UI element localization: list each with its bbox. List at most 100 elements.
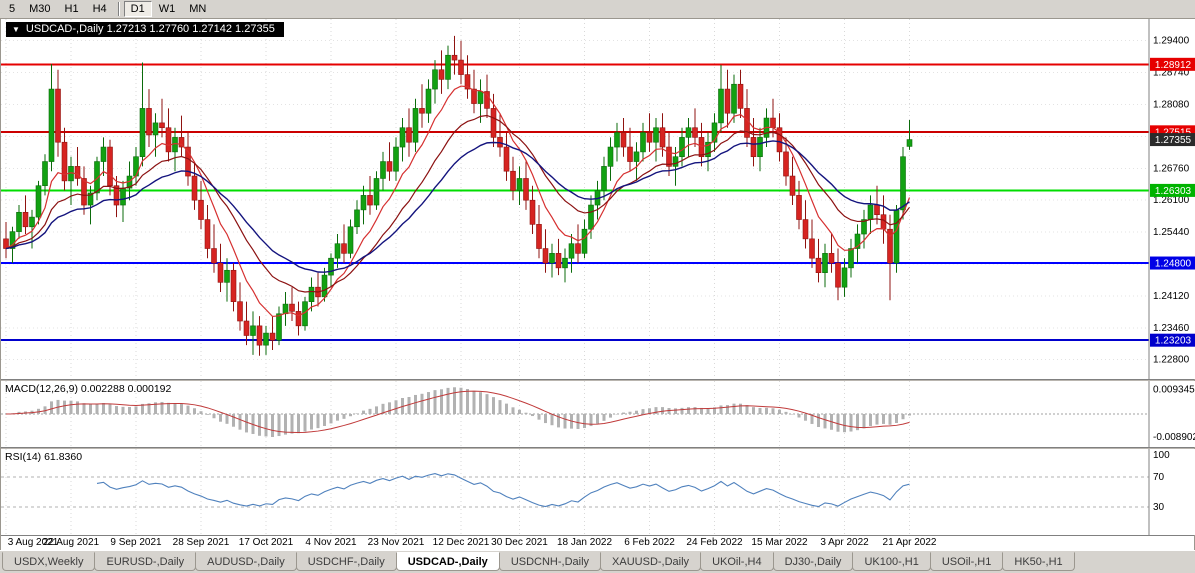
candle [16, 211, 22, 232]
macd-axis-max: 0.009345 [1153, 385, 1195, 396]
timeframe-button-h4[interactable]: H4 [92, 3, 107, 15]
chart-tab-usdchf-daily[interactable]: USDCHF-,Daily [295, 552, 397, 571]
candle [705, 141, 711, 158]
candle [601, 166, 607, 191]
candle [406, 127, 412, 143]
candle [750, 137, 757, 158]
candle [893, 209, 900, 264]
chart-tab-xauusd-daily[interactable]: XAUUSD-,Daily [600, 552, 702, 571]
candle [159, 122, 165, 129]
candle [269, 332, 276, 341]
candle [165, 127, 172, 153]
candle [900, 156, 906, 211]
chart-tab-dj30-daily[interactable]: DJ30-,Daily [772, 552, 854, 571]
chart-tab-usdcad-daily[interactable]: USDCAD-,Daily [395, 552, 500, 571]
price-chart[interactable]: 1.294001.287401.280801.274201.267601.261… [1, 19, 1195, 379]
candle [419, 108, 425, 114]
timeframe-button-5[interactable]: 5 [9, 3, 16, 15]
candle [289, 303, 295, 312]
timeframe-button-h1[interactable]: H1 [64, 3, 79, 15]
candle [224, 269, 230, 283]
candle [815, 257, 822, 273]
candle [380, 161, 386, 179]
collapse-arrow-icon[interactable]: ▼ [12, 25, 20, 34]
candle [861, 219, 867, 235]
chart-tab-uk100-h1[interactable]: UK100-,H1 [852, 552, 931, 571]
price-badge [1150, 256, 1195, 270]
candle [568, 243, 575, 259]
chart-tab-usoil-h1[interactable]: USOil-,H1 [929, 552, 1004, 571]
price-badge [1150, 183, 1195, 197]
candle [724, 88, 731, 114]
candle [776, 127, 783, 153]
timeframe-button-m30[interactable]: M30 [29, 3, 51, 15]
candle [211, 248, 217, 264]
candle [42, 161, 48, 187]
price-badge-value: 1.27515 [1155, 127, 1192, 138]
date-label: 4 Nov 2021 [305, 537, 357, 548]
candle [29, 216, 35, 228]
date-label: 28 Sep 2021 [172, 537, 230, 548]
date-label: 21 Apr 2022 [882, 537, 937, 548]
candle [445, 54, 451, 80]
candle [217, 262, 224, 283]
candle [9, 231, 16, 249]
candle [120, 187, 126, 206]
main-chart-panel[interactable]: 1.294001.287401.280801.274201.267601.261… [1, 19, 1195, 379]
candle [100, 146, 107, 162]
candle [822, 253, 828, 273]
date-label: 12 Dec 2021 [432, 537, 490, 548]
chart-tab-eurusd-daily[interactable]: EURUSD-,Daily [94, 552, 197, 571]
candle [523, 178, 529, 201]
chart-tab-ukoil-h4[interactable]: UKOil-,H4 [700, 552, 774, 571]
candle [718, 88, 724, 124]
candle [308, 286, 315, 302]
timeframe-button-w1[interactable]: W1 [158, 3, 176, 15]
candle [282, 303, 289, 315]
rsi-panel[interactable]: 100 70 30 RSI(14) 61.8360 [1, 449, 1195, 535]
price-axis-label: 1.28080 [1153, 100, 1190, 111]
date-label: 3 Apr 2022 [820, 537, 869, 548]
panel-splitter[interactable] [1, 447, 1194, 449]
candle [276, 313, 282, 341]
candle [841, 267, 848, 288]
price-axis-label: 1.29400 [1153, 36, 1190, 47]
candle [516, 178, 523, 191]
chart-title-text: USDCAD-,Daily 1.27213 1.27760 1.27142 1.… [25, 23, 275, 35]
timeframe-button-mn[interactable]: MN [189, 3, 207, 15]
candle [237, 301, 243, 322]
candle [555, 253, 562, 269]
candle [360, 195, 367, 211]
candle [477, 91, 484, 104]
candle [191, 175, 198, 201]
chart-tab-usdx-weekly[interactable]: USDX,Weekly [2, 552, 96, 571]
candle [542, 248, 549, 264]
candle [204, 219, 211, 249]
candle [828, 253, 835, 264]
panel-splitter[interactable] [1, 379, 1194, 381]
candle [471, 88, 477, 104]
date-axis[interactable]: 3 Aug 2021 22 Aug 2021 9 Sep 2021 28 Sep 20… [1, 535, 1194, 550]
candle [620, 132, 627, 148]
candle [256, 325, 263, 346]
price-axis-label: 1.28740 [1153, 68, 1190, 79]
timeframe-toolbar: 5 M30 H1 H4 D1 W1 MN [0, 0, 1195, 19]
candle [230, 269, 237, 302]
timeframe-button-d1[interactable]: D1 [123, 1, 152, 17]
candle [796, 195, 802, 220]
chart-tab-usdcnh-daily[interactable]: USDCNH-,Daily [498, 552, 602, 571]
candle [399, 127, 406, 148]
candle [854, 233, 861, 249]
chart-tab-audusd-daily[interactable]: AUDUSD-,Daily [195, 552, 297, 571]
candle [22, 211, 29, 228]
candle [243, 320, 250, 336]
macd-panel[interactable]: MACD(12,26,9) 0.002288 0.000192 0.009345 -… [1, 381, 1195, 447]
candle [107, 146, 113, 187]
candle [328, 257, 334, 276]
chart-tab-hk50-h1[interactable]: HK50-,H1 [1002, 552, 1075, 571]
candle [867, 204, 874, 220]
chart-window: 1.294001.287401.280801.274201.267601.261… [0, 19, 1195, 550]
price-badge [1150, 133, 1195, 147]
candle [627, 146, 633, 162]
candle [737, 83, 744, 109]
